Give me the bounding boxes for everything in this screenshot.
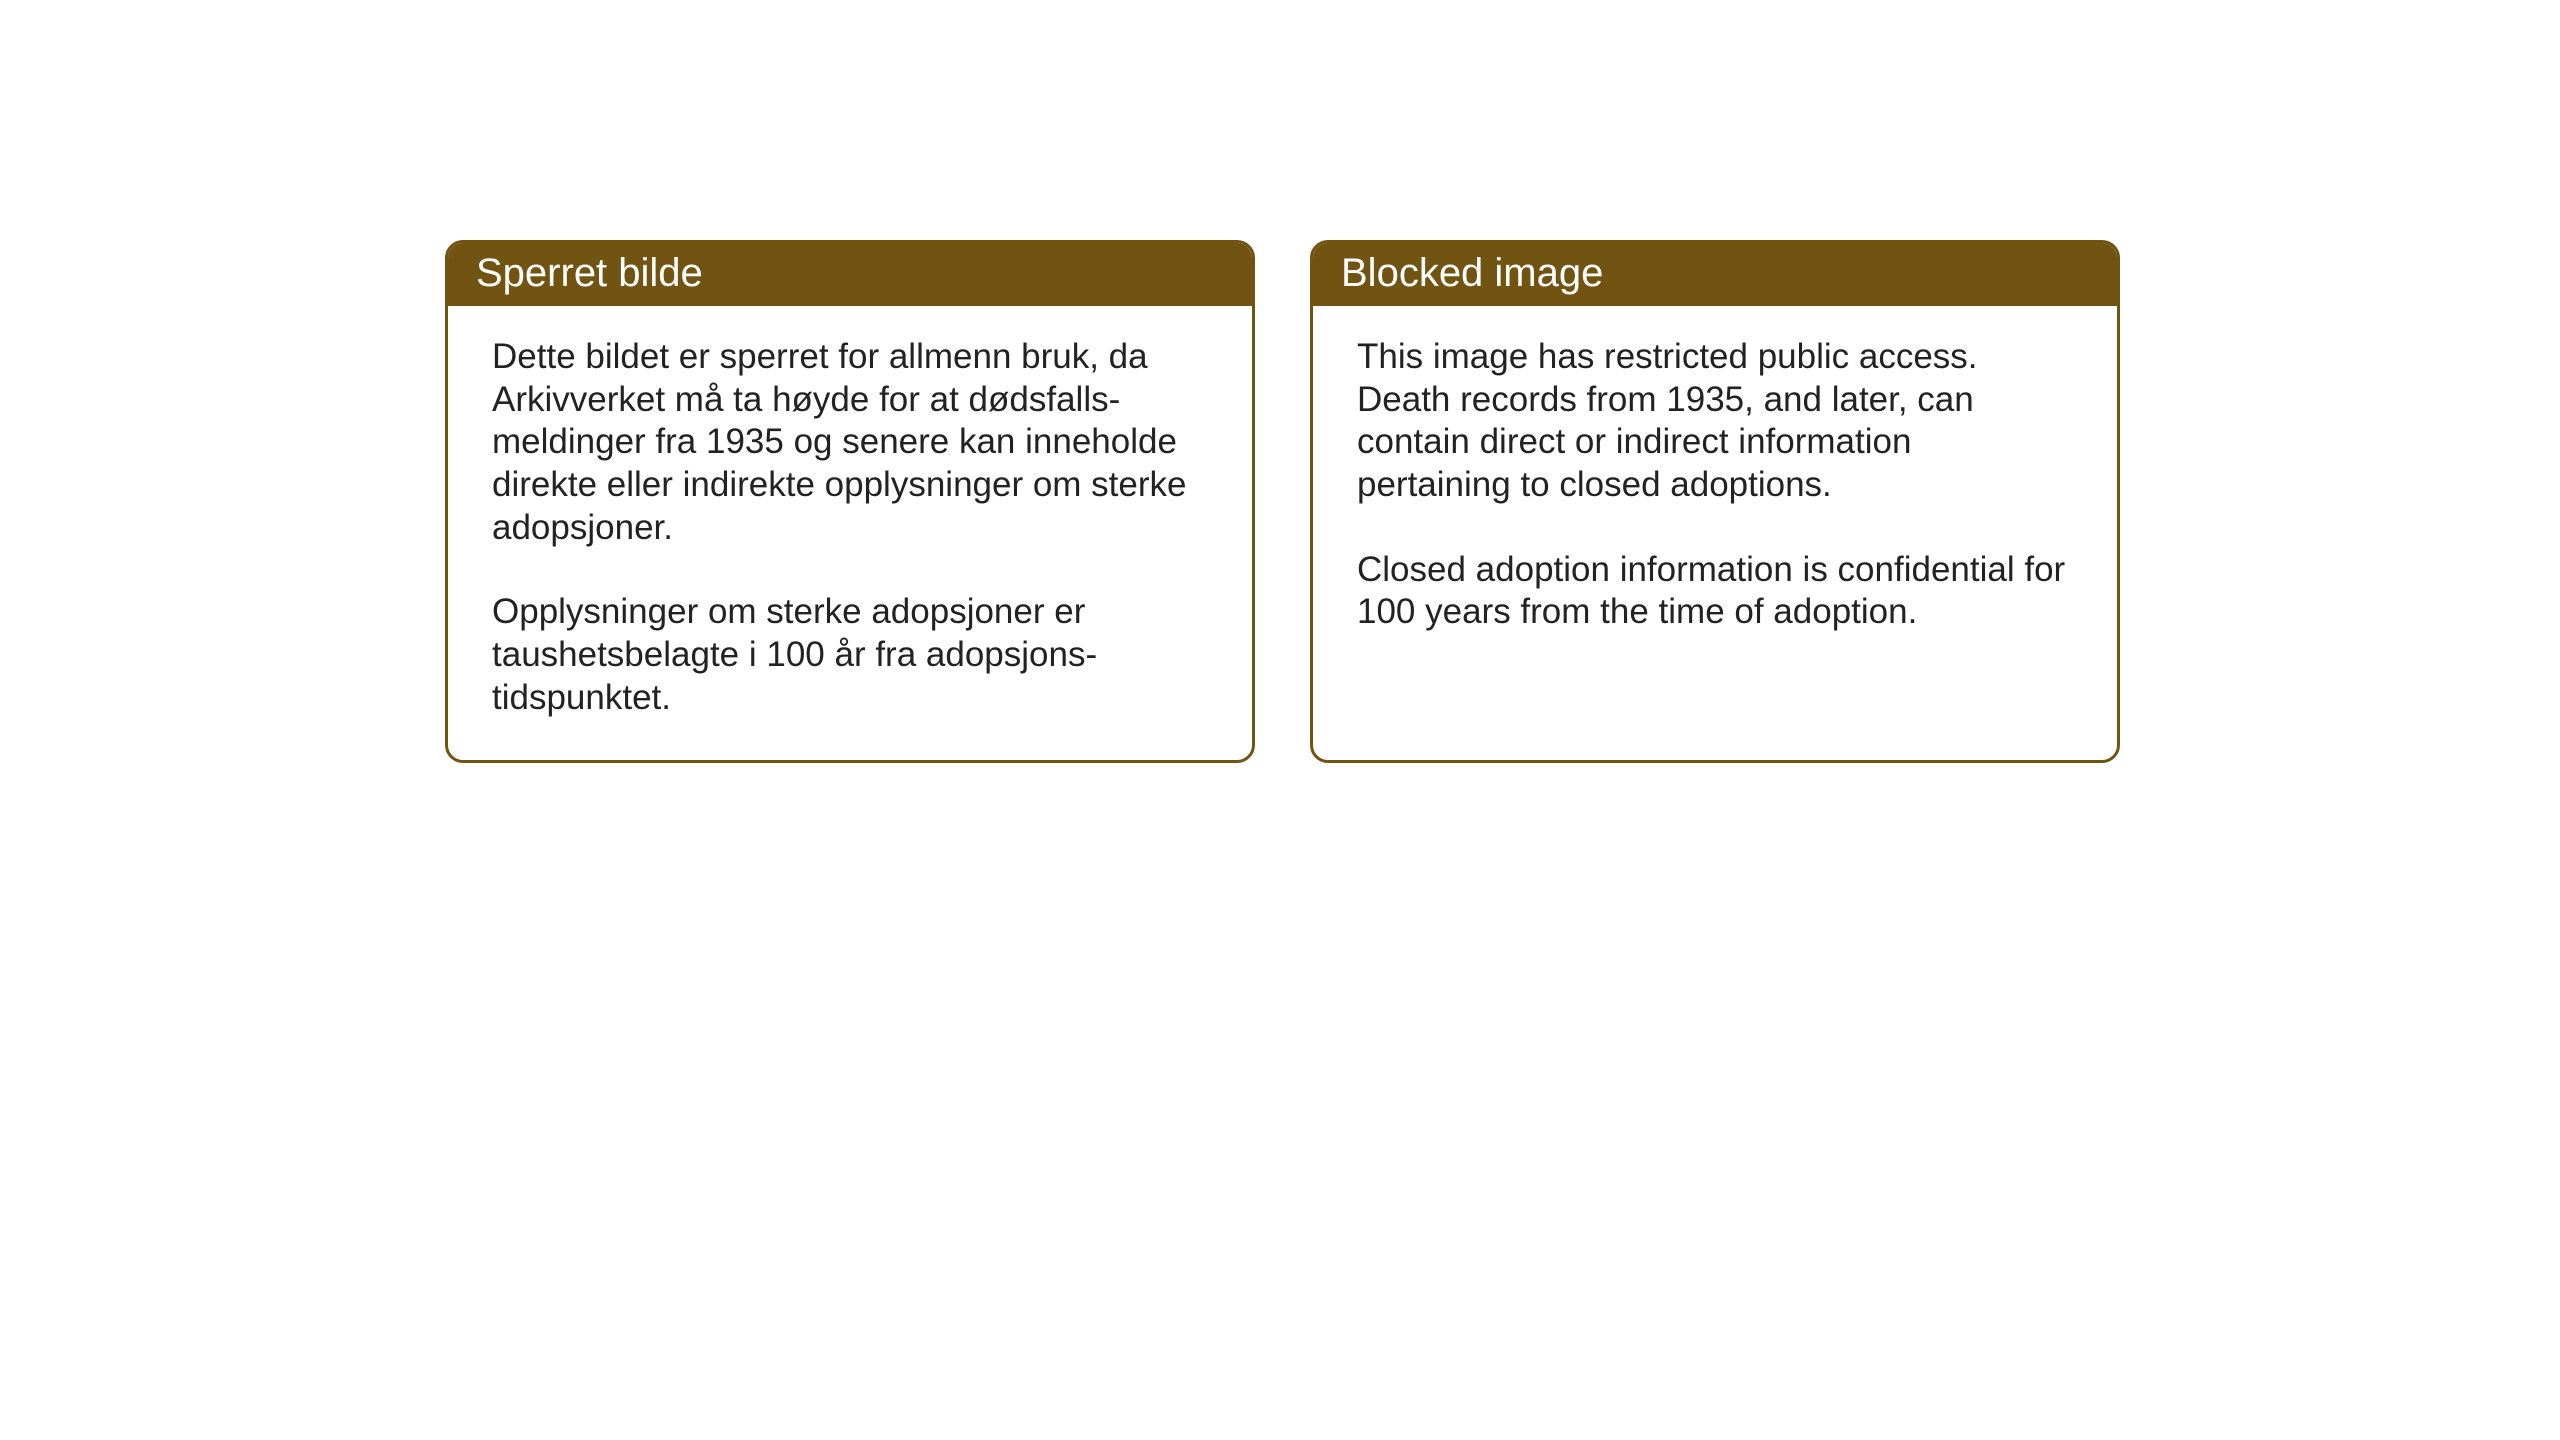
notice-container: Sperret bilde Dette bildet er sperret fo… [0, 0, 2560, 763]
notice-body-english: This image has restricted public access.… [1313, 306, 2117, 734]
notice-paragraph: Opplysninger om sterke adopsjoner er tau… [492, 591, 1208, 719]
notice-paragraph: Dette bildet er sperret for allmenn bruk… [492, 336, 1208, 549]
notice-body-norwegian: Dette bildet er sperret for allmenn bruk… [448, 306, 1252, 760]
notice-card-english: Blocked image This image has restricted … [1310, 240, 2120, 763]
notice-header-norwegian: Sperret bilde [448, 243, 1252, 306]
notice-paragraph: Closed adoption information is confident… [1357, 549, 2073, 634]
notice-paragraph: This image has restricted public access.… [1357, 336, 2073, 507]
notice-header-english: Blocked image [1313, 243, 2117, 306]
notice-card-norwegian: Sperret bilde Dette bildet er sperret fo… [445, 240, 1255, 763]
